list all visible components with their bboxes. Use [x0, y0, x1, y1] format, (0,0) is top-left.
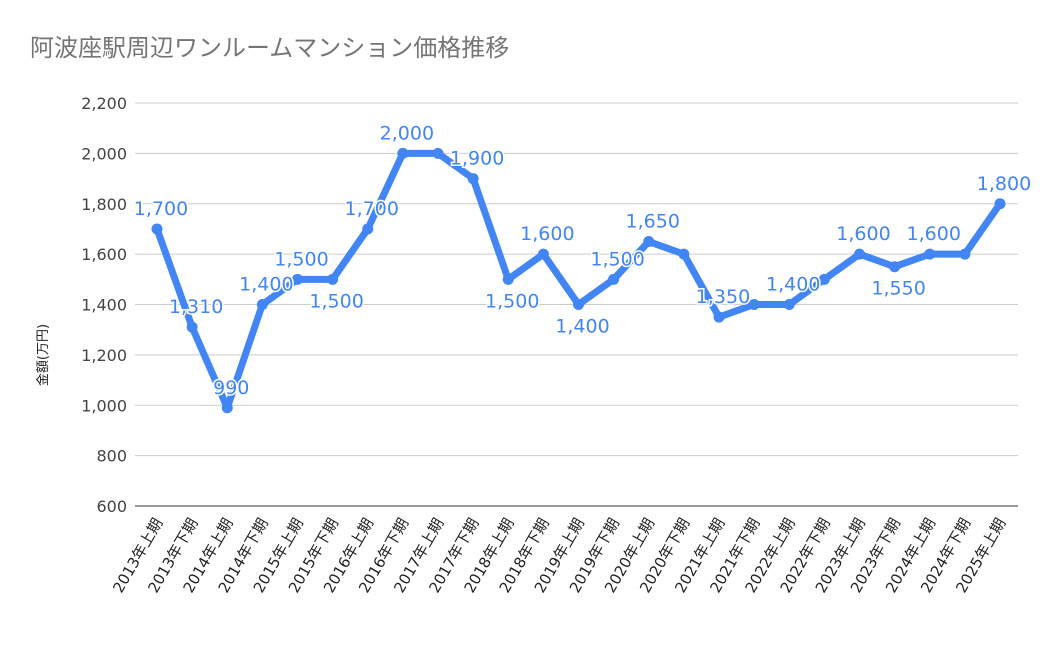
data-label: 1,400 — [766, 274, 820, 296]
data-point — [924, 248, 936, 260]
y-tick-label: 600 — [96, 497, 127, 516]
data-label: 1,400 — [555, 316, 609, 338]
data-point — [678, 248, 690, 260]
y-axis-title: 金額(万円) — [35, 324, 51, 386]
y-tick-label: 1,800 — [81, 195, 127, 214]
data-point — [889, 261, 901, 273]
y-tick-label: 2,000 — [81, 144, 127, 163]
data-label: 1,400 — [239, 274, 293, 296]
data-label: 1,500 — [274, 248, 328, 270]
chart-title: 阿波座駅周辺ワンルームマンション価格推移 — [30, 34, 509, 62]
data-label: 1,550 — [871, 278, 925, 300]
y-tick-label: 800 — [96, 447, 127, 466]
data-label: 1,700 — [345, 198, 399, 220]
data-point — [608, 273, 620, 285]
data-point — [397, 147, 409, 159]
data-label: 1,700 — [134, 198, 188, 220]
data-point — [713, 311, 725, 323]
data-label: 1,800 — [977, 173, 1031, 195]
data-label: 2,000 — [380, 122, 434, 144]
data-label: 1,500 — [309, 290, 363, 312]
data-label: 1,600 — [836, 223, 890, 245]
data-label: 1,900 — [450, 148, 504, 170]
data-label: 1,350 — [696, 286, 750, 308]
x-axis-ticks: 2013年上期2013年下期2014年上期2014年下期2015年上期2015年… — [109, 515, 1009, 596]
data-point — [221, 402, 233, 414]
data-label: 1,600 — [520, 223, 574, 245]
data-label: 1,600 — [907, 223, 961, 245]
data-point — [186, 321, 198, 333]
data-label: 990 — [213, 377, 249, 399]
data-point — [467, 173, 479, 185]
y-tick-label: 1,400 — [81, 296, 127, 315]
data-label: 1,500 — [590, 248, 644, 270]
data-point — [151, 223, 163, 235]
data-point — [502, 273, 514, 285]
data-point — [959, 248, 971, 260]
y-tick-label: 1,200 — [81, 346, 127, 365]
data-labels: 1,700 1,310 990 1,400 1,500 1,500 1,700 2,000 1,… — [132, 121, 1032, 400]
data-point — [537, 248, 549, 260]
y-tick-label: 1,600 — [81, 245, 127, 264]
data-point — [818, 273, 830, 285]
data-point — [327, 273, 339, 285]
data-label: 1,310 — [169, 296, 223, 318]
data-point — [783, 299, 795, 310]
data-point — [854, 248, 865, 260]
data-point — [643, 236, 655, 248]
data-point — [432, 147, 444, 159]
data-label: 1,650 — [626, 211, 680, 233]
y-tick-label: 2,200 — [81, 94, 127, 113]
data-point — [748, 299, 760, 310]
y-axis-ticks: 600 800 1,000 1,200 1,400 1,600 1,800 2,000 2,20… — [81, 94, 127, 516]
data-point — [362, 223, 374, 235]
data-point — [994, 198, 1006, 210]
data-label: 1,500 — [485, 290, 539, 312]
data-point — [573, 299, 584, 310]
data-point — [292, 273, 303, 285]
data-point — [256, 299, 268, 310]
y-tick-label: 1,000 — [81, 396, 127, 415]
data-points — [151, 147, 1006, 414]
